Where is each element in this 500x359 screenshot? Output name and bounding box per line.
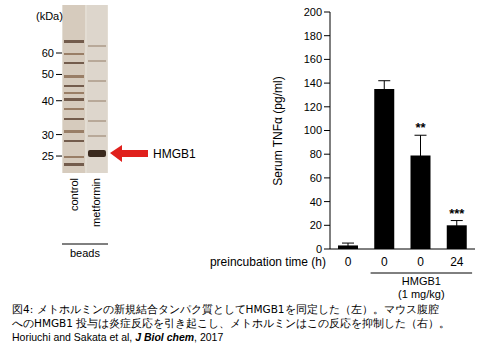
html-text:へのHMGB1 投与は炎症反応を引き起こし、メトホルミンはこ: へのHMGB1 投与は炎症反応を引き起こし、メトホルミンはこの反応を抑制した（右… (12, 317, 451, 329)
svg-text:140: 140 (304, 77, 322, 89)
svg-text:0: 0 (381, 255, 388, 269)
svg-text:50: 50 (42, 68, 54, 80)
svg-text:25: 25 (42, 150, 54, 162)
svg-text:160: 160 (304, 53, 322, 65)
html-text:preincubation time (h): preincubation time (h) (209, 255, 326, 269)
svg-text:60: 60 (310, 172, 322, 184)
svg-text:40: 40 (310, 196, 322, 208)
svg-text:80: 80 (310, 148, 322, 160)
html-text:Horiuchi and Sakata et al, J B: Horiuchi and Sakata et al, J Biol chem, … (12, 331, 224, 343)
svg-text:120: 120 (304, 101, 322, 113)
svg-text:control: control (68, 178, 80, 211)
svg-text:30: 30 (42, 129, 54, 141)
svg-text:HMGB1: HMGB1 (153, 147, 196, 161)
svg-text:***: *** (449, 206, 465, 221)
svg-text:0: 0 (417, 255, 424, 269)
svg-text:100: 100 (304, 124, 322, 136)
html-text:(1 mg/kg): (1 mg/kg) (398, 288, 445, 300)
svg-text:0: 0 (345, 255, 352, 269)
svg-text:beads: beads (70, 247, 100, 259)
svg-text:60: 60 (42, 47, 54, 59)
svg-text:0: 0 (316, 243, 322, 255)
svg-text:40: 40 (42, 95, 54, 107)
html-text:Serum TNFα (pg/ml): Serum TNFα (pg/ml) (271, 75, 285, 186)
svg-text:**: ** (415, 120, 426, 135)
svg-text:200: 200 (304, 6, 322, 18)
svg-text:180: 180 (304, 30, 322, 42)
html-text:図4: メトホルミンの新規結合タンパク質としてHMGB1を同: 図4: メトホルミンの新規結合タンパク質としてHMGB1を同定した（左）。マウス… (12, 303, 439, 315)
svg-text:metformin: metformin (90, 178, 102, 227)
svg-text:24: 24 (450, 255, 464, 269)
svg-text:20: 20 (310, 219, 322, 231)
html-text:HMGB1: HMGB1 (401, 275, 441, 287)
svg-text:(kDa): (kDa) (36, 10, 63, 22)
